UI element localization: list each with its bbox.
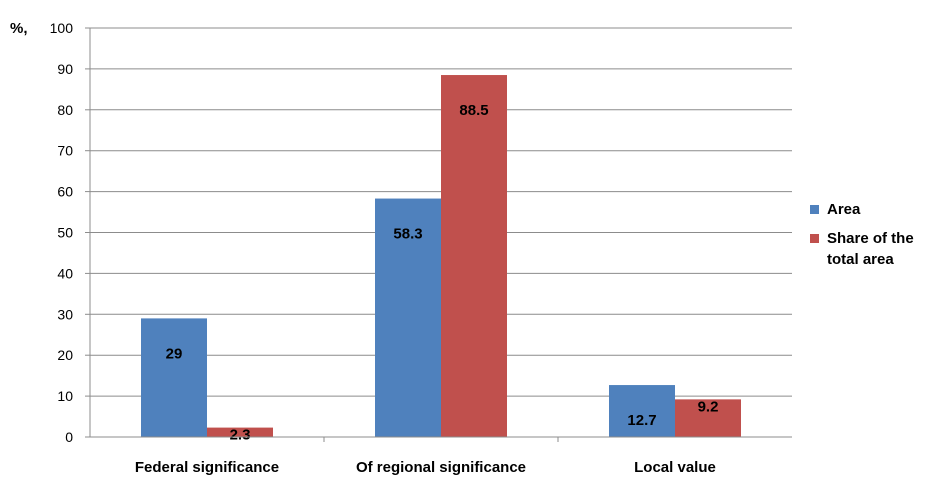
x-category-label: Of regional significance: [356, 459, 526, 476]
legend-swatch-share: [810, 234, 819, 243]
x-category-label: Local value: [634, 459, 716, 476]
data-label: 9.2: [698, 398, 719, 415]
y-axis-tick-labels: 0 10 20 30 40 50 60 70 80 90 100: [50, 20, 74, 445]
y-tick-label: 50: [57, 225, 73, 241]
data-label: 58.3: [393, 226, 422, 243]
data-label: 12.7: [627, 412, 656, 429]
y-tick-label: 0: [65, 429, 73, 445]
bar-share: [675, 399, 741, 437]
y-tick-label: 40: [57, 265, 73, 281]
legend-swatch-area: [810, 205, 819, 214]
y-axis-label: %,: [10, 20, 28, 37]
y-tick-label: 60: [57, 184, 73, 200]
legend: Area Share of the total area: [810, 199, 935, 278]
y-tick-label: 30: [57, 306, 73, 322]
y-tick-label: 100: [50, 20, 74, 36]
bar-share: [207, 427, 273, 437]
legend-label-share: Share of the total area: [827, 230, 914, 268]
x-axis-category-labels: Federal significance Of regional signific…: [135, 459, 716, 476]
data-label: 2.3: [230, 427, 251, 444]
y-tick-label: 80: [57, 102, 73, 118]
legend-item-share: Share of the total area: [810, 228, 935, 270]
y-tick-label: 20: [57, 347, 73, 363]
y-tick-label: 70: [57, 143, 73, 159]
bar-share: [441, 75, 507, 437]
data-label: 88.5: [459, 102, 488, 119]
bar-area: [141, 318, 207, 437]
bar-area: [609, 385, 675, 437]
bar-area: [375, 198, 441, 437]
x-category-label: Federal significance: [135, 459, 279, 476]
y-tick-label: 90: [57, 61, 73, 77]
data-labels: 29 2.3 58.3 88.5 12.7 9.2: [166, 102, 719, 444]
legend-item-area: Area: [810, 199, 935, 220]
bars: [141, 75, 741, 437]
data-label: 29: [166, 345, 183, 362]
legend-label-area: Area: [827, 201, 861, 218]
y-tick-label: 10: [57, 388, 73, 404]
